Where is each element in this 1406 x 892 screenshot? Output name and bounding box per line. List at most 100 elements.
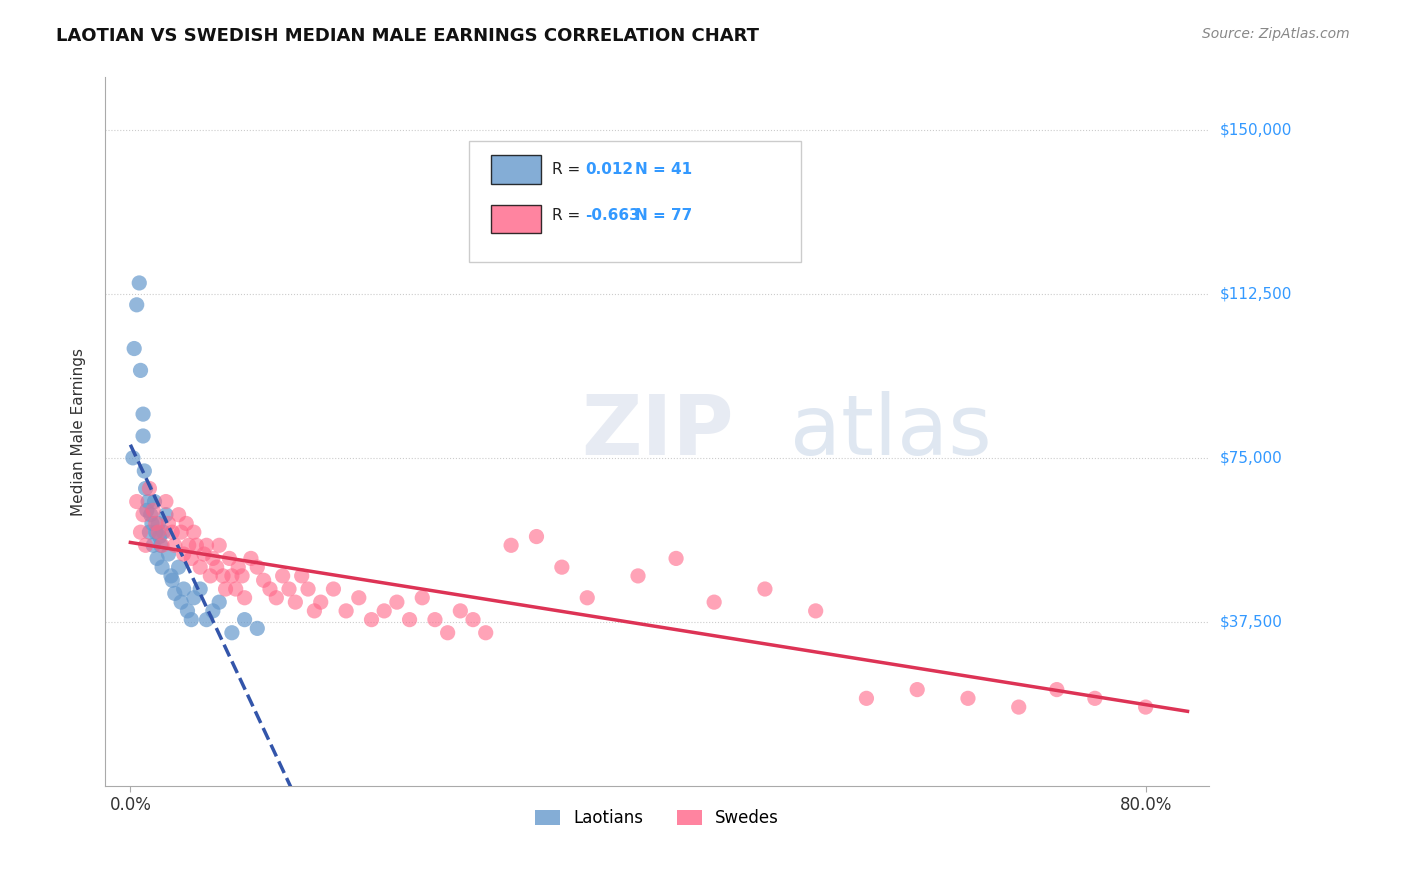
Point [226, 560, 249, 574]
Point [449, 604, 471, 618]
Point [157, 547, 180, 561]
Point [322, 582, 344, 596]
Point [180, 551, 202, 566]
Point [122, 450, 145, 465]
Point [162, 525, 184, 540]
Point [526, 530, 548, 544]
Point [1084, 691, 1107, 706]
Point [186, 538, 208, 552]
Point [134, 464, 156, 478]
Point [173, 547, 195, 561]
Point [385, 595, 408, 609]
Point [253, 574, 276, 588]
Point [132, 407, 155, 421]
Point [754, 582, 776, 596]
Point [145, 525, 167, 540]
Text: -0.663: -0.663 [585, 208, 640, 223]
Point [335, 604, 357, 618]
Point [139, 508, 162, 522]
Point [373, 604, 395, 618]
Point [551, 560, 574, 574]
Text: $150,000: $150,000 [1220, 122, 1292, 137]
Point [271, 569, 294, 583]
Point [155, 494, 177, 508]
Point [205, 560, 228, 574]
Point [150, 538, 173, 552]
Point [239, 551, 262, 566]
Point [1135, 700, 1157, 714]
Point [398, 613, 420, 627]
Point [188, 582, 211, 596]
Point [188, 560, 211, 574]
Point [167, 508, 190, 522]
Point [148, 530, 170, 544]
Text: N = 41: N = 41 [636, 162, 692, 177]
Point [157, 516, 180, 531]
Point [162, 574, 184, 588]
Point [195, 538, 218, 552]
Point [461, 613, 484, 627]
Point [183, 525, 205, 540]
Point [297, 582, 319, 596]
Point [266, 591, 288, 605]
Point [138, 525, 160, 540]
Point [193, 547, 215, 561]
Point [183, 591, 205, 605]
Point [278, 582, 301, 596]
Text: ZIP: ZIP [581, 391, 734, 472]
Point [128, 276, 150, 290]
Point [304, 604, 326, 618]
Y-axis label: Median Male Earnings: Median Male Earnings [72, 348, 86, 516]
Point [436, 625, 458, 640]
Text: R =: R = [553, 208, 581, 223]
Point [221, 569, 243, 583]
Point [125, 494, 148, 508]
Point [195, 613, 218, 627]
Point [170, 595, 193, 609]
Point [145, 516, 167, 531]
Point [208, 538, 231, 552]
Point [231, 569, 253, 583]
Point [347, 591, 370, 605]
Point [138, 482, 160, 496]
Point [411, 591, 433, 605]
Point [309, 595, 332, 609]
Point [201, 551, 224, 566]
Text: LAOTIAN VS SWEDISH MEDIAN MALE EARNINGS CORRELATION CHART: LAOTIAN VS SWEDISH MEDIAN MALE EARNINGS … [56, 27, 759, 45]
Point [246, 621, 269, 635]
Point [200, 569, 222, 583]
Point [142, 503, 165, 517]
Point [804, 604, 827, 618]
Text: 0.012: 0.012 [585, 162, 633, 177]
Point [160, 569, 183, 583]
Point [665, 551, 688, 566]
Point [212, 569, 235, 583]
Point [905, 682, 928, 697]
Point [146, 551, 169, 566]
Point [221, 625, 243, 640]
Text: atlas: atlas [790, 391, 991, 472]
Point [855, 691, 877, 706]
Point [155, 508, 177, 522]
Point [142, 538, 165, 552]
Point [360, 613, 382, 627]
Point [180, 613, 202, 627]
Text: R =: R = [553, 162, 581, 177]
Point [176, 604, 198, 618]
Point [208, 595, 231, 609]
Legend: Laotians, Swedes: Laotians, Swedes [529, 803, 786, 834]
Point [122, 342, 145, 356]
Point [135, 482, 157, 496]
Point [163, 538, 186, 552]
Point [474, 625, 496, 640]
FancyBboxPatch shape [492, 155, 541, 184]
Point [170, 525, 193, 540]
Point [703, 595, 725, 609]
Point [284, 595, 307, 609]
Text: Source: ZipAtlas.com: Source: ZipAtlas.com [1202, 27, 1350, 41]
Point [233, 613, 256, 627]
Point [135, 538, 157, 552]
Point [129, 363, 152, 377]
Point [125, 298, 148, 312]
Point [627, 569, 650, 583]
